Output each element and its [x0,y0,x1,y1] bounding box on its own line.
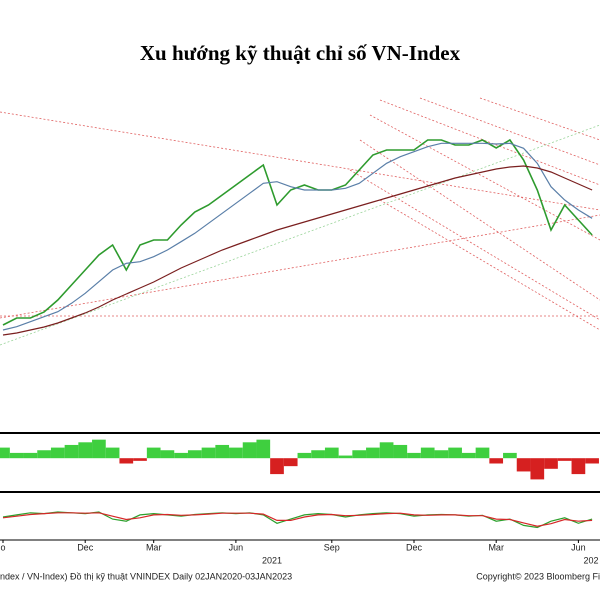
histogram-bar [256,439,271,459]
histogram-bar [146,447,161,459]
histogram-bar [461,452,476,459]
x-tick-label: Jun [571,542,586,552]
footer-left: ndex / VN-Index) Đồ thị kỹ thuật VNINDEX… [0,571,292,581]
histogram-bar [585,458,599,464]
histogram-bar [297,452,312,459]
histogram-bar [338,455,353,459]
x-tick-label: Mar [488,542,504,552]
histogram-bar [407,452,421,459]
series-line [2,138,593,326]
histogram-bar [516,458,531,472]
trend-lines [0,97,600,346]
histogram-bar [64,444,79,459]
x-tick-label: Dec [77,542,94,552]
x-year-label: 202 [583,555,598,565]
histogram-bar [0,447,10,459]
series-line [2,512,593,527]
x-tick-label: Sep [324,542,340,552]
x-tick-label: Mar [146,542,162,552]
histogram-bar [503,452,517,459]
histogram-bar [133,458,147,461]
x-tick-label: Dec [406,542,423,552]
histogram-bar [119,458,134,464]
footer-right: Copyright© 2023 Bloomberg Fi [476,571,600,581]
histogram-bar [434,450,449,459]
histogram-bar [489,458,504,464]
histogram-bar [105,447,120,459]
histogram-bar [379,442,394,459]
histogram-bar [50,447,65,459]
histogram-bar [544,458,558,469]
x-tick-label: Jun [229,542,244,552]
histogram-bar [187,450,202,459]
histogram-bar [475,447,490,459]
histogram-bar [174,452,188,459]
histogram-bar [201,447,216,459]
chart-title: Xu hướng kỹ thuật chỉ số VN-Index [140,41,461,65]
histogram-bar [311,450,325,459]
histogram-bar [366,447,380,459]
histogram-bar [420,447,435,459]
histogram-bar [92,439,106,459]
histogram-bar [324,447,339,459]
histogram-bar [270,458,284,475]
histogram-bar [283,458,298,467]
histogram-bar [352,450,367,459]
x-tick-label: o [0,542,5,552]
histogram-bar [9,452,24,459]
histogram-bar [37,450,51,459]
histogram-bar [160,450,175,459]
x-year-label: 2021 [262,555,282,565]
histogram-bar [242,442,257,459]
histogram-bar [530,458,545,480]
histogram-bar [78,442,93,459]
series-line [2,142,593,331]
histogram-bar [229,447,243,459]
histogram-bar [571,458,586,475]
histogram-bar [393,444,408,459]
series-line [2,165,593,336]
histogram-bar [448,447,462,459]
histogram-bar [557,458,572,461]
histogram-bar [23,452,38,459]
histogram-bar [215,444,230,459]
